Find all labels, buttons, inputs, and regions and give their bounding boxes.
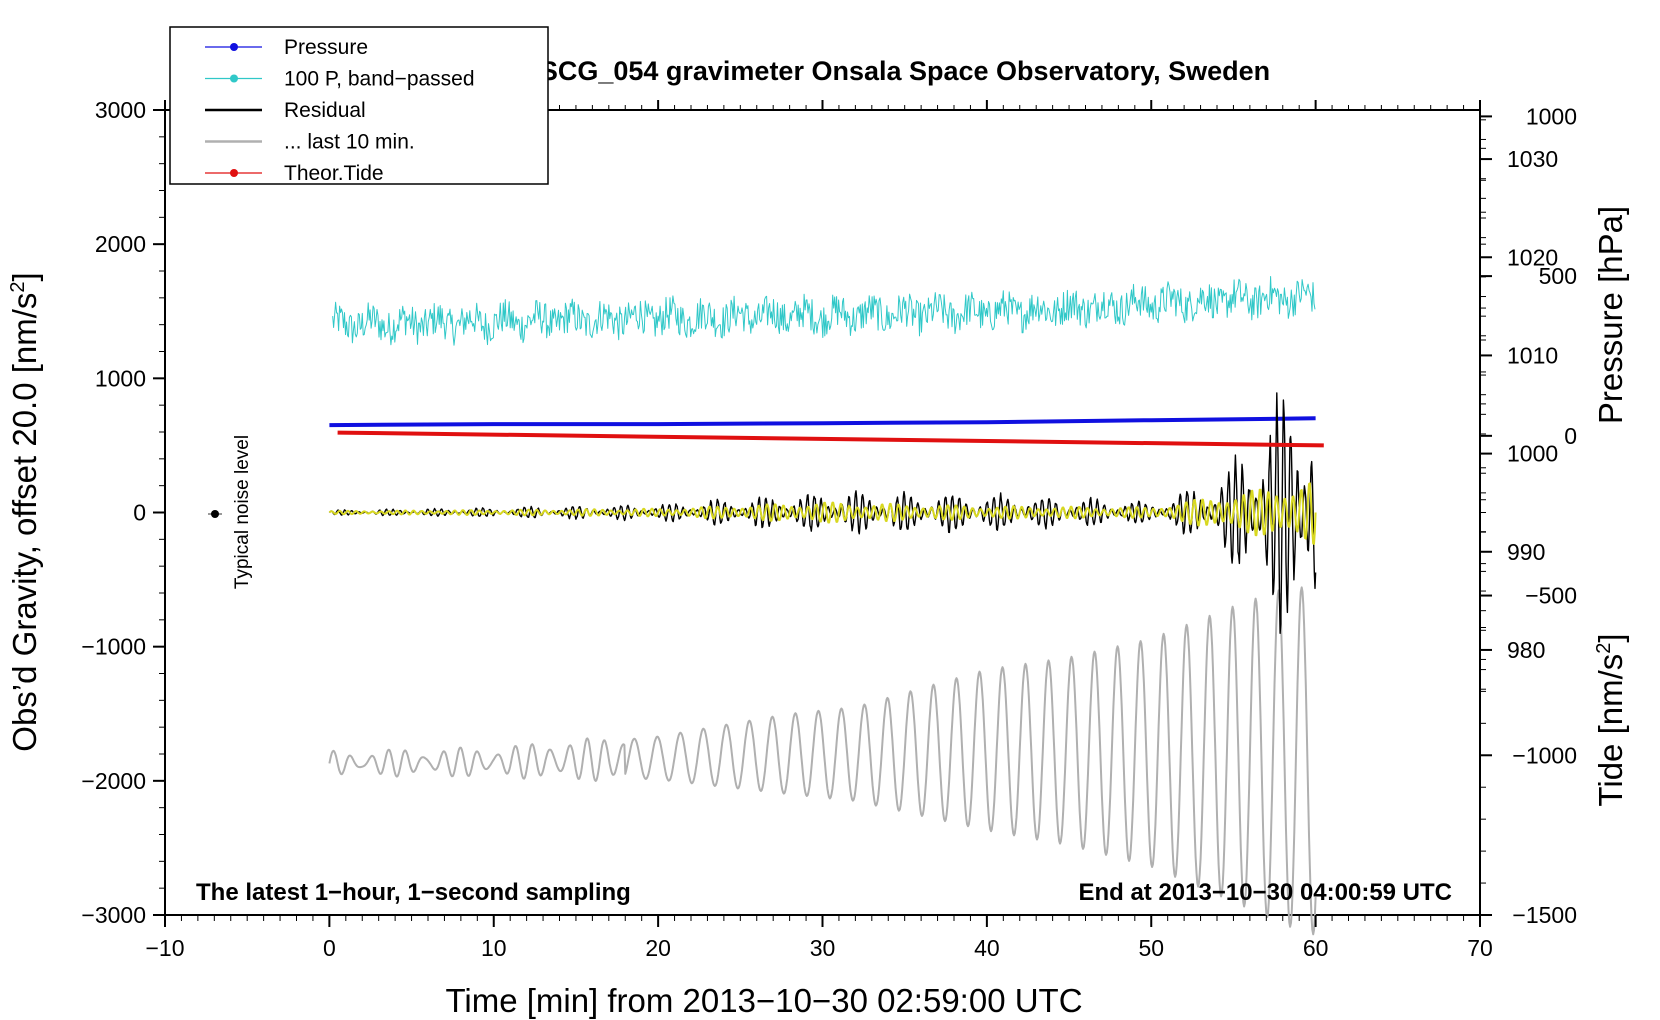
- series-layer: [328, 276, 1324, 936]
- legend: Pressure 100 P, band−passed Residual ... la…: [169, 26, 549, 185]
- gravity-tick-label: 3000: [95, 97, 146, 123]
- legend-entries: Pressure 100 P, band−passed Residual ... la…: [205, 36, 475, 185]
- gravity-tick-label: −2000: [81, 768, 146, 794]
- legend-marker: [230, 169, 238, 177]
- legend-marker: [230, 74, 238, 83]
- series-last-10-min: [328, 586, 1317, 936]
- tide-axis-ticks: 1000 500 0 −500 −1000 −1500: [1480, 103, 1577, 928]
- legend-label: Pressure: [284, 36, 368, 59]
- tide-axis-title-sup: 2: [1593, 643, 1615, 654]
- legend-label: Residual: [284, 99, 366, 122]
- x-tick-label: 20: [645, 935, 671, 961]
- pressure-axis-title: Pressure [hPa]: [1592, 206, 1629, 424]
- legend-entry: Residual: [205, 99, 366, 122]
- series-band-passed-pressure: [332, 276, 1316, 346]
- chart-title: SCG_054 gravimeter Onsala Space Observat…: [540, 56, 1270, 86]
- pressure-tick-label: 1030: [1507, 146, 1558, 172]
- gravity-tick-label: −3000: [81, 902, 146, 928]
- x-tick-label: 10: [481, 935, 507, 961]
- noise-label: Typical noise level: [232, 435, 253, 589]
- series-theor-tide: [337, 430, 1324, 448]
- pressure-tick-label: 1020: [1507, 244, 1558, 270]
- pressure-tick-label: 990: [1507, 539, 1545, 565]
- x-tick-label: 50: [1138, 935, 1164, 961]
- x-tick-label: 40: [974, 935, 1000, 961]
- tide-tick-label: −500: [1525, 583, 1577, 609]
- tide-tick-label: 1000: [1526, 103, 1577, 129]
- x-tick-label: 0: [323, 935, 336, 961]
- tide-axis-title: Tide [nm/s2]: [1592, 633, 1629, 806]
- legend-marker: [230, 43, 238, 51]
- noise-indicator: Typical noise level: [208, 435, 253, 589]
- gravity-tick-label: −1000: [81, 634, 146, 660]
- tide-axis-title-main: Tide [nm/s: [1592, 654, 1629, 807]
- pressure-tick-label: 980: [1507, 637, 1545, 663]
- x-tick-label: 30: [810, 935, 836, 961]
- gravity-tick-label: 1000: [95, 365, 146, 391]
- legend-entry: ... last 10 min.: [205, 131, 415, 154]
- legend-label: ... last 10 min.: [284, 131, 415, 154]
- legend-label: 100 P, band−passed: [284, 68, 475, 91]
- x-tick-label: 60: [1303, 935, 1329, 961]
- gravity-axis-title-main: Obs’d Gravity, offset 20.0 [nm/s: [6, 293, 43, 752]
- x-tick-label: 70: [1467, 935, 1493, 961]
- noise-dot: [211, 510, 219, 518]
- plot-area: −10 0 10 20 30 40 50 60 70 3000200010000−1000−20…: [81, 97, 1577, 961]
- gravity-axis-title-sup: 2: [7, 281, 29, 292]
- legend-entry: Pressure: [205, 36, 368, 59]
- gravity-tick-label: 2000: [95, 231, 146, 257]
- tide-tick-label: −1000: [1512, 742, 1577, 768]
- gravity-axis-title-end: ]: [6, 272, 43, 281]
- legend-label: Theor.Tide: [284, 162, 384, 185]
- pressure-axis-ticks: 1030 1020 1010 1000 990 980: [1480, 119, 1558, 690]
- tide-axis-title-end: ]: [1592, 633, 1629, 642]
- gravity-axis-title: Obs’d Gravity, offset 20.0 [nm/s2]: [6, 272, 43, 751]
- pressure-tick-label: 1010: [1507, 342, 1558, 368]
- sampling-note: The latest 1−hour, 1−second sampling: [196, 879, 631, 906]
- gravity-axis-ticks: 3000 2000 1000 0 −1000 −2000 −3000: [81, 97, 165, 928]
- tide-tick-label: −1500: [1512, 902, 1577, 928]
- tide-tick-label: 0: [1564, 423, 1577, 449]
- x-axis-title: Time [min] from 2013−10−30 02:59:00 UTC: [445, 982, 1082, 1019]
- gravity-tick-label: 0: [133, 500, 146, 526]
- series-band-passed-residual: [328, 482, 1317, 545]
- pressure-tick-label: 1000: [1507, 441, 1558, 467]
- legend-entry: Theor.Tide: [205, 162, 384, 185]
- end-time-note: End at 2013−10−30 04:00:59 UTC: [1078, 879, 1452, 906]
- legend-box: [169, 26, 549, 185]
- legend-entry: 100 P, band−passed: [205, 68, 475, 91]
- x-tick-label: −10: [145, 935, 184, 961]
- series-pressure: [329, 416, 1316, 428]
- x-axis-ticks: −10 0 10 20 30 40 50 60 70: [145, 100, 1493, 961]
- tide-tick-label: 500: [1539, 263, 1577, 289]
